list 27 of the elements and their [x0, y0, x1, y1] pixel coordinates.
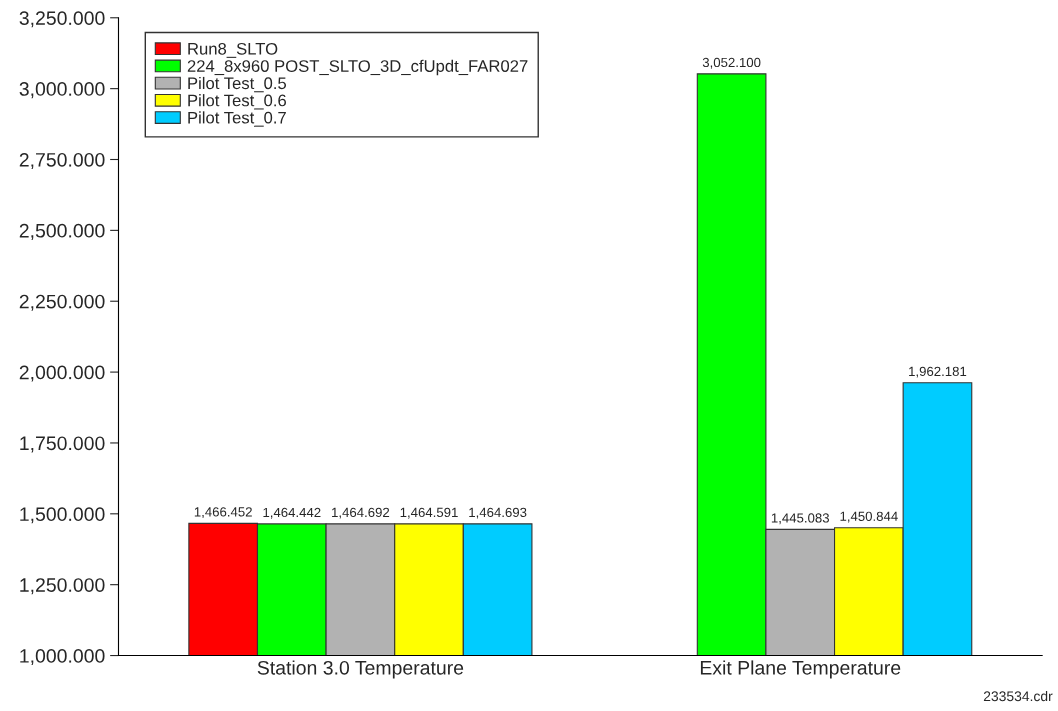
- y-tick-label: 1,750.000: [20, 436, 105, 453]
- data-label: 1,445.083: [771, 513, 829, 525]
- legend-label: 224_8x960 POST_SLTO_3D_cfUpdt_FAR027: [187, 59, 528, 76]
- y-tick-label: 3,000.000: [19, 82, 105, 99]
- text: 233534.cdr: [983, 690, 1053, 702]
- data-label: 1,464.591: [400, 507, 458, 519]
- x-tick-label: Exit Plane Temperature: [700, 660, 901, 679]
- legend-label: Pilot Test_0.5: [188, 76, 287, 93]
- y-tick-label: 2,500.000: [19, 223, 105, 240]
- y-tick-label: 1,500.000: [20, 507, 105, 524]
- legend-label: Pilot Test_0.6: [188, 94, 286, 110]
- data-label: 1,962.181: [909, 366, 967, 378]
- y-tick-label: 1,250.000: [20, 578, 105, 595]
- data-label: 1,464.693: [469, 507, 527, 519]
- legend-label: Run8_SLTO: [188, 42, 278, 58]
- data-label: 1,450.844: [840, 511, 898, 523]
- data-label: 1,464.692: [332, 507, 390, 519]
- y-tick-label: 3,250.000: [19, 11, 105, 28]
- y-tick-label: 1,000.000: [20, 649, 105, 666]
- y-tick-label: 2,000.000: [19, 365, 105, 382]
- x-tick-label: Station 3.0 Temperature: [257, 660, 464, 679]
- legend-label: Pilot Test_0.7: [188, 111, 286, 127]
- y-tick-label: 2,750.000: [19, 152, 105, 170]
- data-label: 3,052.100: [702, 57, 761, 69]
- y-tick-label: 2,250.000: [19, 294, 105, 311]
- data-label: 1,466.452: [194, 507, 252, 519]
- data-label: 1,464.442: [263, 507, 321, 519]
